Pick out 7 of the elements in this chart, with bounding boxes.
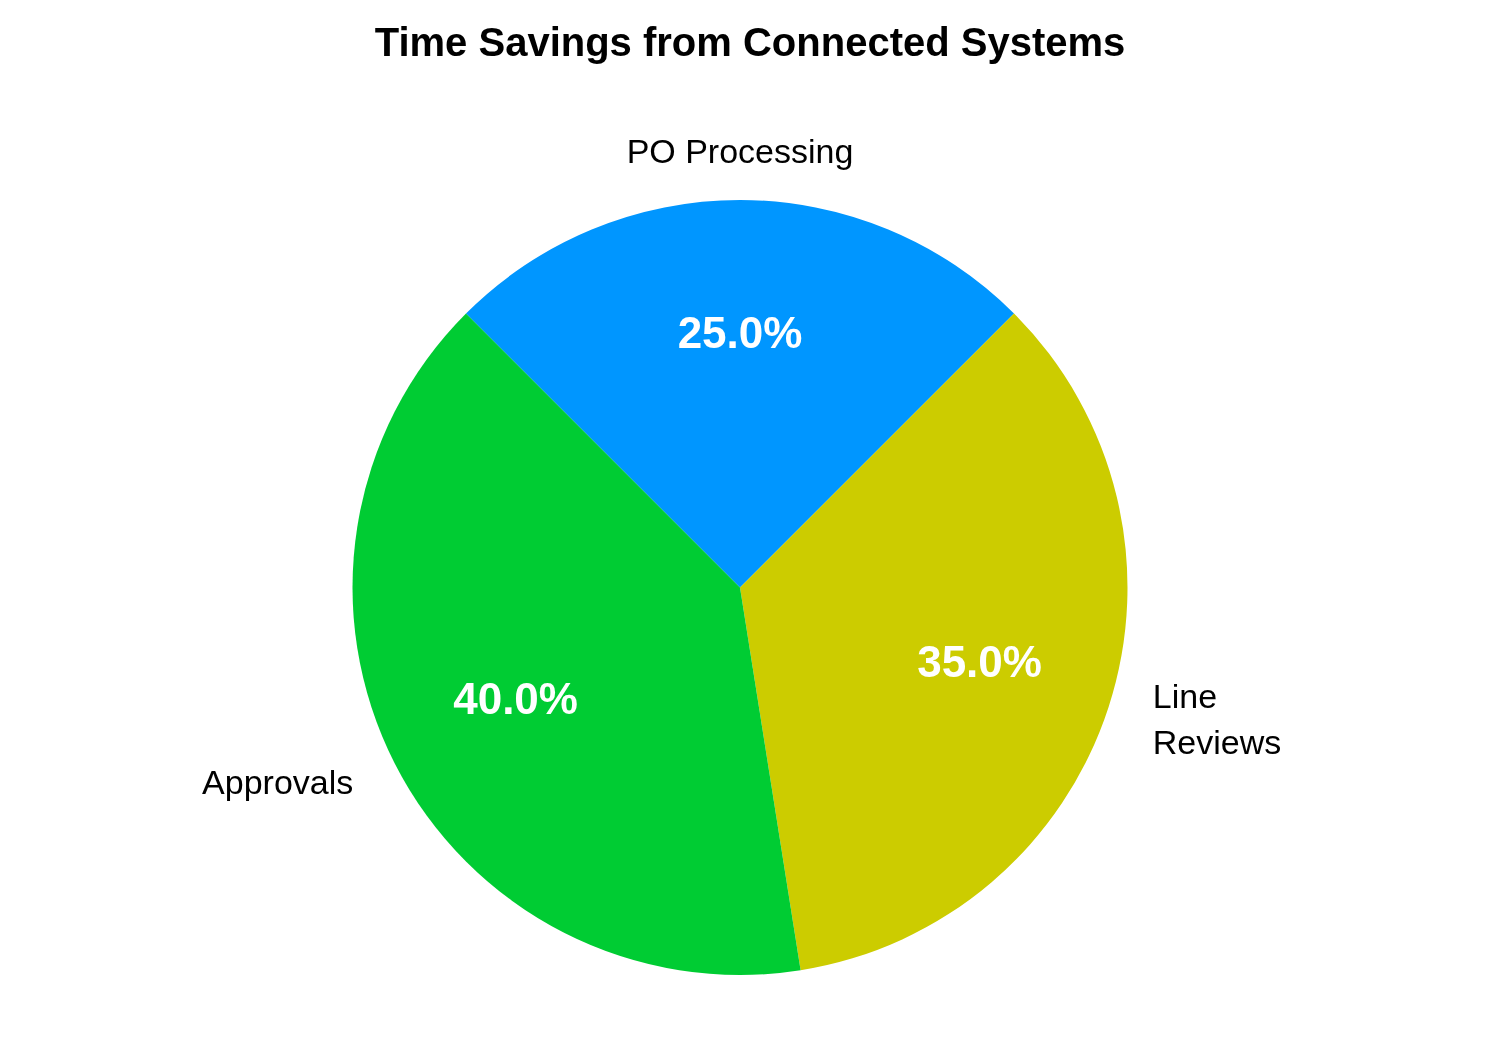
- slice-label: PO Processing: [626, 131, 854, 170]
- slice-label: Line Reviews: [1152, 676, 1282, 761]
- data-label: 25.0%: [677, 307, 803, 357]
- chart-title: Time Savings from Connected Systems: [374, 20, 1126, 65]
- data-label: 40.0%: [453, 673, 578, 723]
- data-label: 35.0%: [917, 637, 1042, 687]
- slice-label: Approvals: [202, 762, 354, 801]
